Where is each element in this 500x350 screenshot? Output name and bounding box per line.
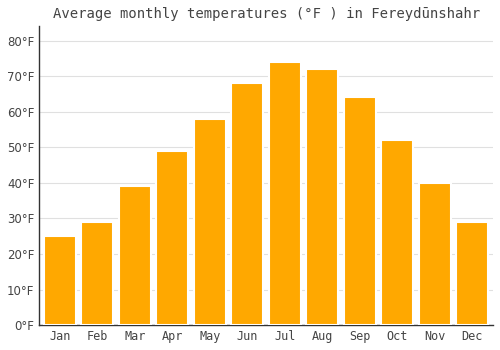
Bar bbox=[419, 183, 451, 325]
Bar bbox=[82, 222, 114, 325]
Bar bbox=[269, 62, 301, 325]
Bar bbox=[194, 119, 226, 325]
Title: Average monthly temperatures (°F ) in Fereydūnshahr: Average monthly temperatures (°F ) in Fe… bbox=[52, 7, 480, 21]
Bar bbox=[156, 151, 188, 325]
Bar bbox=[344, 97, 376, 325]
Bar bbox=[44, 236, 76, 325]
Bar bbox=[306, 69, 338, 325]
Bar bbox=[119, 187, 151, 325]
Bar bbox=[232, 83, 264, 325]
Bar bbox=[456, 222, 488, 325]
Bar bbox=[382, 140, 414, 325]
